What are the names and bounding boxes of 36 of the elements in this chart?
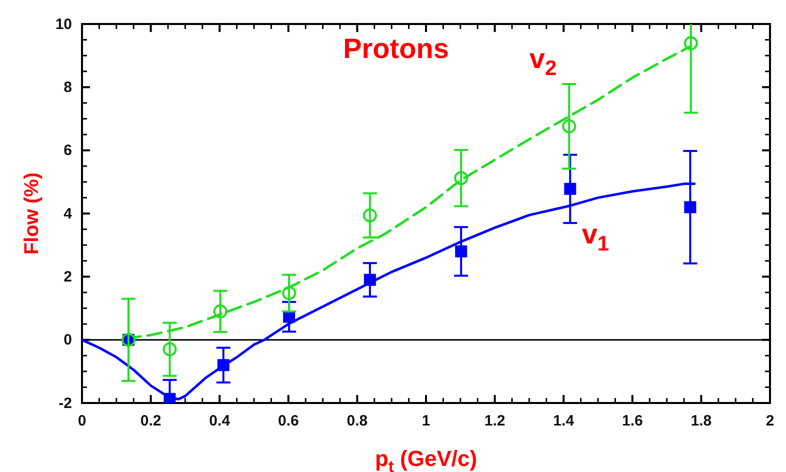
point (562, 119, 576, 134)
series-label: v$_{2}$ (529, 42, 557, 80)
x-tick-label: 0.6 (278, 412, 299, 430)
y-tick-label: 2 (64, 268, 72, 286)
point (684, 201, 696, 214)
point (217, 359, 230, 372)
point (454, 171, 468, 186)
y-axis-title: Flow (%) (21, 172, 43, 255)
x-tick-label: 1.4 (553, 412, 575, 430)
x-tick-label: 1 (422, 412, 430, 430)
x-tick-label: 0.8 (346, 412, 368, 430)
chart-title: Protons (343, 33, 449, 64)
series-label: v$_{1}$ (582, 218, 610, 256)
y-tick-label: 0 (64, 332, 72, 349)
x-tick-label: 2 (766, 412, 774, 430)
x-axis-title: p$_{t}$ (GeV/c) (374, 446, 478, 472)
y-tick-label: 6 (64, 142, 72, 160)
x-tick-label: 0.2 (140, 412, 162, 430)
point (564, 182, 576, 195)
y-tick-label: 10 (55, 16, 72, 33)
x-tick-label: 0 (78, 412, 86, 430)
x-tick-label: 1.8 (690, 412, 712, 430)
point (362, 208, 377, 222)
x-tick-label: 1.6 (622, 412, 643, 430)
x-tick-label: 0.4 (209, 412, 231, 430)
point (684, 36, 698, 50)
point (164, 392, 176, 403)
point (282, 286, 296, 300)
point (162, 342, 177, 356)
y-tick-label: -2 (58, 394, 72, 412)
point (364, 274, 376, 286)
x-tick-label: 1.2 (484, 412, 506, 430)
point (455, 245, 468, 258)
point (213, 304, 228, 318)
y-tick-label: 4 (64, 205, 73, 222)
y-tick-label: 8 (64, 78, 72, 96)
